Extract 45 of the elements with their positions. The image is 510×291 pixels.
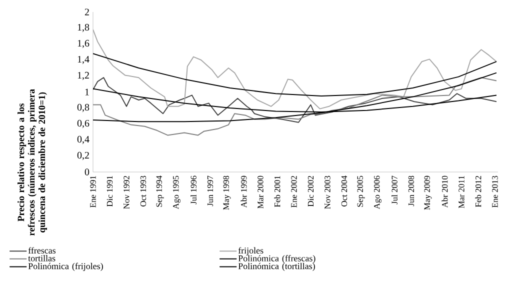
x-tick-label: Sep 1994: [156, 176, 164, 207]
x-tick-label: Dic 2002: [308, 176, 314, 207]
line-series: [93, 77, 497, 136]
x-tick-label: Ago 1995: [173, 176, 180, 210]
x-tick-label: Ene 2002: [291, 176, 297, 208]
x-tick-label: Ene 2013: [492, 176, 498, 208]
y-tick-label: 1,4: [78, 56, 90, 64]
legend-label: frijoles: [238, 247, 264, 256]
x-tick-label: May 1998: [223, 176, 231, 210]
y-tick-label: 1,6: [78, 40, 90, 48]
x-tick-label: Mar 2000: [258, 176, 264, 208]
x-tick-label: Abr 1999: [240, 176, 247, 208]
x-tick-label: May 2009: [424, 176, 432, 210]
x-tick-label: Oct 2004: [341, 176, 348, 206]
x-tick-label: Ago 2006: [374, 176, 382, 210]
legend-label: tortillas: [28, 255, 56, 262]
x-tick-label: Oct 1993: [140, 176, 146, 206]
y-tick-label: 0,2: [77, 152, 89, 160]
y-axis-title: Precio relativo respecto a los refrescos (números índices, primera quincena de diciembre de 2010=1): [18, 89, 48, 236]
y-tick-label: 0,8: [77, 104, 90, 112]
x-tick-label: Ene 1991: [90, 176, 96, 208]
x-tick-label: Sep 2005: [357, 176, 365, 207]
x-tick-label: Jul 2007: [391, 176, 398, 204]
x-tick-label: Dic 1991: [106, 176, 113, 207]
x-tick-label: Feb 2001: [274, 176, 280, 208]
x-tick-label: Jun 1997: [207, 176, 214, 206]
y-tick-label: 0: [84, 168, 90, 176]
y-tick-label: 1: [85, 88, 89, 96]
x-tick-label: Mar 2011: [458, 176, 464, 208]
line-series: [93, 53, 497, 96]
x-tick-label: Feb 2012: [475, 176, 482, 208]
legend-label: Polinómica (tortillas): [238, 262, 315, 271]
x-tick-label: Nov 2003: [324, 176, 330, 209]
x-tick-label: Abr 2010: [442, 176, 448, 208]
x-tick-label: Nov 1992: [124, 176, 130, 209]
legend-label: Polinómica (ffrescas): [238, 254, 316, 264]
x-tick-label: Jun 2008: [408, 176, 414, 206]
y-tick-label: 1,2: [78, 72, 89, 80]
x-tick-label: Jul 1996: [190, 176, 196, 204]
y-tick-label: 0,6: [77, 120, 90, 128]
y-tick-label: 0,4: [77, 136, 90, 144]
y-tick-label: 1,8: [78, 24, 90, 32]
legend-label: Polinómica (frijoles): [28, 262, 103, 272]
legend-label: ffrescas: [28, 247, 56, 254]
y-tick-label: 2: [84, 8, 89, 16]
